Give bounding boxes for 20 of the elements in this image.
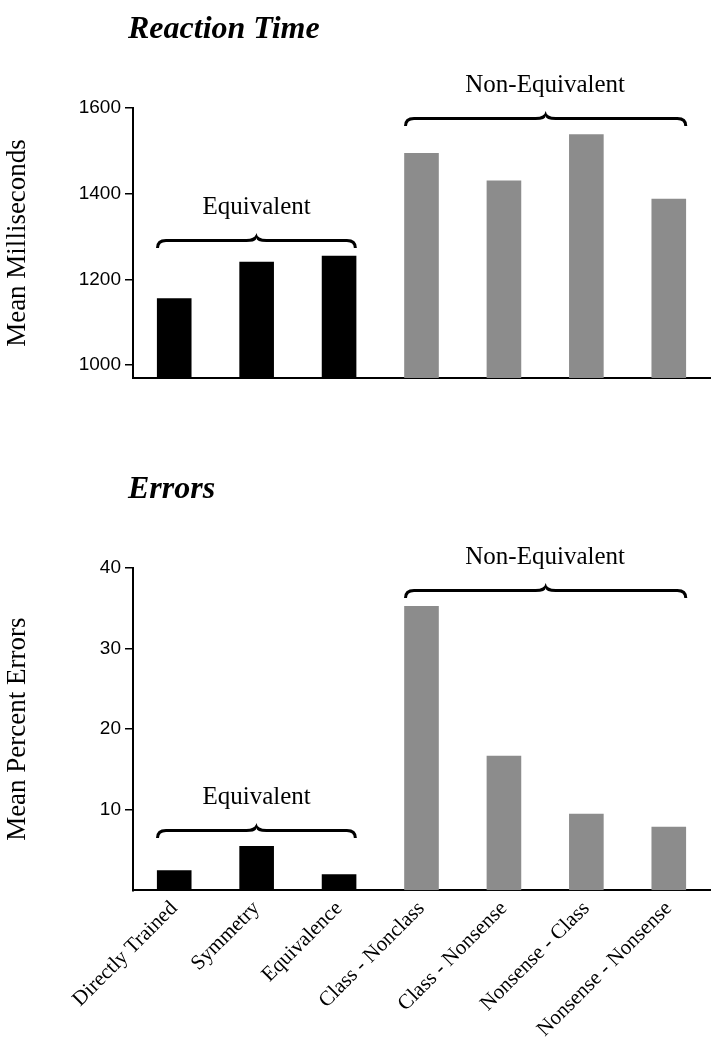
y-tick-label: 1000 [78, 353, 121, 375]
y-tick-label: 1200 [78, 267, 121, 289]
y-tick-label: 10 [99, 797, 121, 819]
y-axis-title: Mean Milliseconds [1, 139, 32, 347]
annotation: Equivalent [202, 191, 311, 219]
y-tick-label: 20 [99, 717, 121, 739]
chart-title: Reaction Time [127, 9, 320, 45]
bar [651, 826, 687, 891]
bar [404, 605, 439, 891]
bar [486, 755, 522, 891]
y-tick-label: 1600 [78, 96, 121, 118]
annotation: Non-Equivalent [465, 541, 626, 569]
annotation: Equivalent [202, 782, 311, 810]
y-tick-label: 40 [99, 556, 121, 578]
y-tick-label: 1400 [78, 181, 121, 203]
chart-title: Errors [127, 469, 216, 505]
y-axis-title: Mean Percent Errors [1, 617, 32, 841]
text: Non-Equivalent [465, 70, 626, 98]
bar [569, 813, 604, 891]
y-tick-label: 30 [99, 636, 121, 658]
